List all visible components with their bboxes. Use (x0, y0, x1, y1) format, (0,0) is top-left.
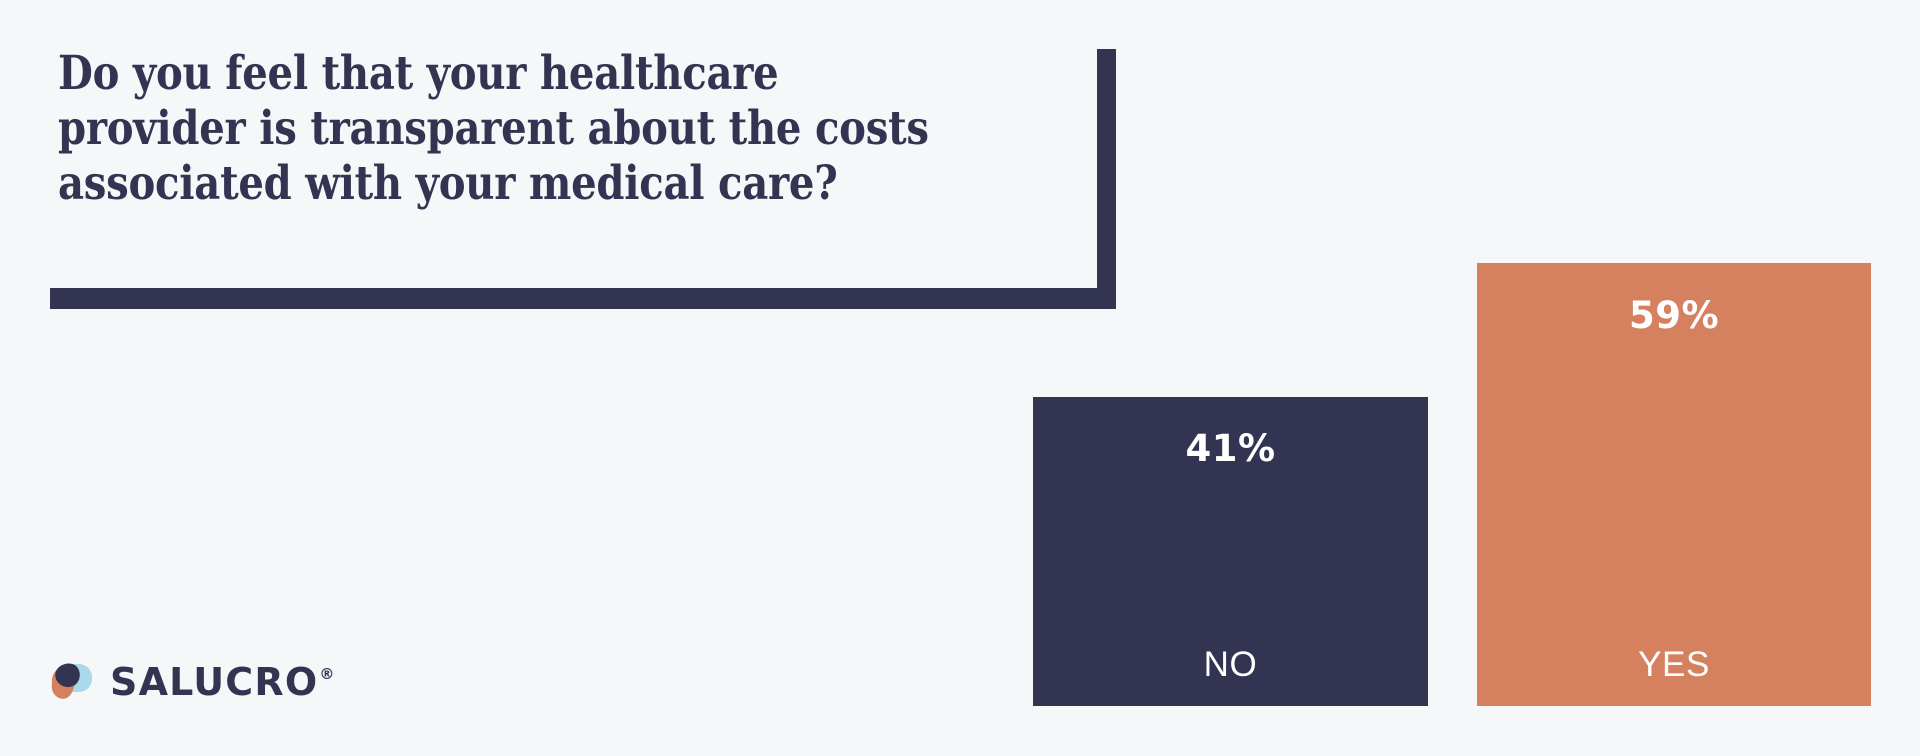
bracket-vertical-rule (1097, 49, 1116, 309)
bracket-horizontal-rule (50, 288, 1116, 309)
salucro-logo-mark-icon (46, 659, 96, 703)
bar-no: 41% NO (1033, 397, 1428, 706)
brand-logo: SALUCRO® (46, 655, 335, 707)
bar-yes: 59% YES (1477, 263, 1871, 706)
title-block: Do you feel that your healthcare provide… (50, 40, 1120, 310)
bar-no-label: NO (1203, 645, 1258, 684)
logo-wordmark-text: SALUCRO (110, 660, 319, 704)
bar-no-value: 41% (1185, 427, 1276, 470)
registered-trademark-icon: ® (319, 665, 335, 684)
bar-yes-label: YES (1638, 645, 1710, 684)
logo-wordmark: SALUCRO® (110, 660, 335, 704)
bar-yes-value: 59% (1628, 294, 1720, 337)
page-title: Do you feel that your healthcare provide… (58, 46, 929, 211)
